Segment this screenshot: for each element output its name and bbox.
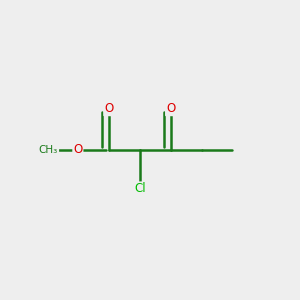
Text: O: O <box>166 102 175 115</box>
Text: O: O <box>104 102 113 115</box>
Text: O: O <box>73 143 83 157</box>
Text: CH₃: CH₃ <box>39 145 58 155</box>
Text: Cl: Cl <box>134 182 146 195</box>
